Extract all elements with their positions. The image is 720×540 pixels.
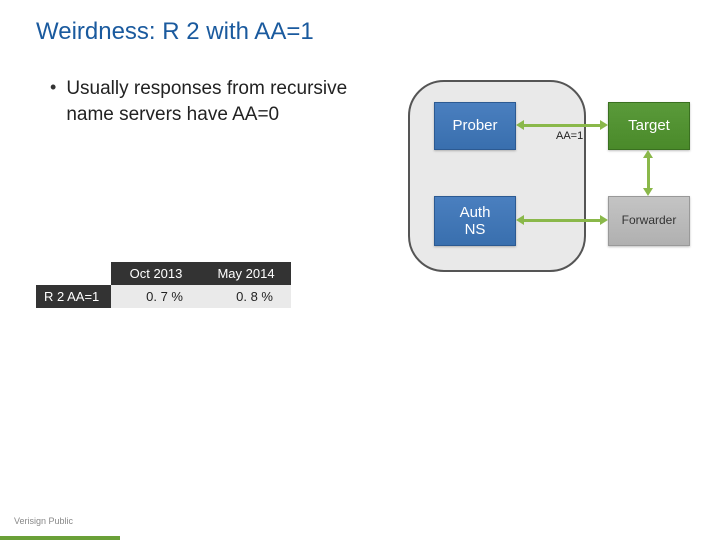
table-cell: 0. 7 % xyxy=(111,285,201,308)
arrow-left-icon xyxy=(516,215,524,225)
node-prober: Prober xyxy=(434,102,516,150)
bullet-text: Usually responses from recursive name se… xyxy=(66,76,380,127)
footer-text: Verisign Public xyxy=(14,516,73,526)
edge-authns-forwarder xyxy=(520,219,604,222)
edge-target-forwarder xyxy=(647,154,650,192)
node-target: Target xyxy=(608,102,690,150)
table-header-row: Oct 2013 May 2014 xyxy=(36,262,291,285)
edge-prober-target xyxy=(520,124,604,127)
table-header-blank xyxy=(36,262,111,285)
slide-title: Weirdness: R 2 with AA=1 xyxy=(0,0,720,46)
arrow-right-icon xyxy=(600,120,608,130)
bullet-dot: • xyxy=(50,76,56,99)
arrow-right-icon xyxy=(600,215,608,225)
table-row: R 2 AA=1 0. 7 % 0. 8 % xyxy=(36,285,291,308)
table-header-col1: Oct 2013 xyxy=(111,262,201,285)
node-authns: Auth NS xyxy=(434,196,516,246)
data-table: Oct 2013 May 2014 R 2 AA=1 0. 7 % 0. 8 % xyxy=(36,262,291,308)
arrow-down-icon xyxy=(643,188,653,196)
arrow-up-icon xyxy=(643,150,653,158)
arrow-left-icon xyxy=(516,120,524,130)
table-row-header: R 2 AA=1 xyxy=(36,285,111,308)
bullet-item: • Usually responses from recursive name … xyxy=(0,46,380,127)
edge-label-aa1: AA=1 xyxy=(556,130,583,142)
node-forwarder: Forwarder xyxy=(608,196,690,246)
table-header-col2: May 2014 xyxy=(201,262,291,285)
table-cell: 0. 8 % xyxy=(201,285,291,308)
footer-accent-bar xyxy=(0,536,120,540)
